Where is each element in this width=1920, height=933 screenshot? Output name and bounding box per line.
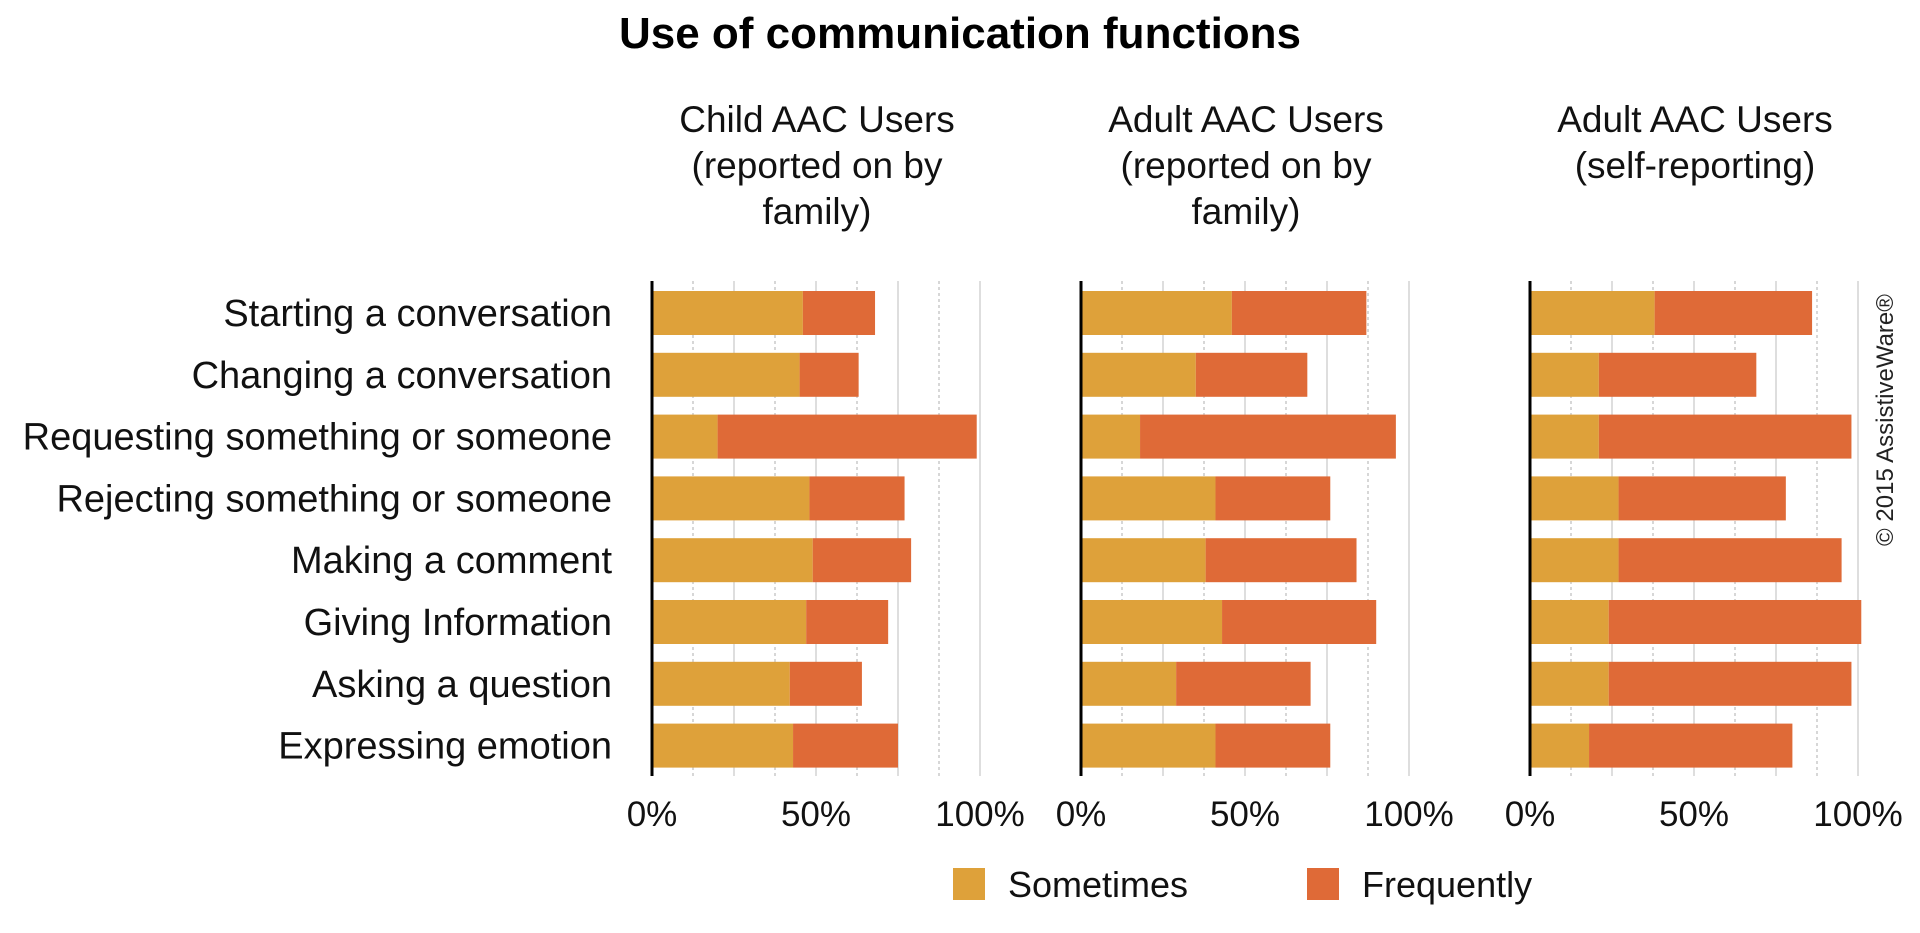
chart-panels: Child AAC Users (reported on by family) 0% 5… bbox=[627, 99, 1903, 834]
bar-sometimes bbox=[652, 600, 807, 644]
bar-frequently bbox=[1654, 291, 1813, 335]
bar-sometimes bbox=[1081, 723, 1216, 768]
legend-swatch-frequently bbox=[1307, 868, 1339, 900]
panel-3: Adult AAC Users (self-reporting) 0% 50% 100% bbox=[1505, 99, 1903, 834]
x-tick-label: 100% bbox=[1813, 795, 1903, 834]
bar-frequently bbox=[809, 476, 905, 521]
bar-frequently bbox=[1176, 661, 1311, 706]
panel-title-line: Adult AAC Users bbox=[1557, 99, 1833, 140]
category-label: Making a comment bbox=[291, 540, 612, 582]
bar-frequently bbox=[1222, 600, 1377, 644]
category-label: Asking a question bbox=[312, 664, 612, 706]
bar-frequently bbox=[1195, 352, 1308, 397]
x-tick-label: 50% bbox=[1659, 795, 1729, 834]
x-tick-label: 100% bbox=[935, 795, 1025, 834]
bar-sometimes bbox=[1081, 661, 1177, 706]
bar-frequently bbox=[1598, 352, 1757, 397]
bar-sometimes bbox=[652, 723, 794, 768]
bar-sometimes bbox=[1530, 600, 1609, 644]
legend-label: Frequently bbox=[1362, 864, 1532, 905]
bar-frequently bbox=[1215, 723, 1331, 768]
bar-sometimes bbox=[1081, 600, 1223, 644]
bar-sometimes bbox=[652, 476, 810, 521]
bar-sometimes bbox=[1081, 538, 1206, 583]
bar-frequently bbox=[1618, 476, 1786, 521]
bar-sometimes bbox=[1081, 476, 1216, 521]
category-label: Rejecting something or someone bbox=[56, 478, 612, 520]
bar-sometimes bbox=[1530, 291, 1655, 335]
panel-title-line: (reported on by bbox=[692, 145, 943, 186]
bar-sometimes bbox=[1081, 352, 1196, 397]
legend-swatch-sometimes bbox=[953, 868, 985, 900]
category-label: Starting a conversation bbox=[223, 293, 612, 335]
legend: Sometimes Frequently bbox=[953, 864, 1532, 905]
x-tick-label: 0% bbox=[627, 795, 678, 834]
bar-sometimes bbox=[1530, 414, 1599, 459]
x-tick-label: 50% bbox=[1210, 795, 1280, 834]
bar-sometimes bbox=[1530, 661, 1609, 706]
bar-sometimes bbox=[1081, 414, 1141, 459]
bar-frequently bbox=[812, 538, 912, 583]
x-tick-label: 0% bbox=[1056, 795, 1107, 834]
bar-frequently bbox=[1140, 414, 1396, 459]
category-label: Changing a conversation bbox=[192, 355, 612, 397]
category-label: Requesting something or someone bbox=[23, 417, 612, 459]
bar-frequently bbox=[789, 661, 862, 706]
chart-title: Use of communication functions bbox=[619, 9, 1301, 58]
x-tick-label: 0% bbox=[1505, 795, 1556, 834]
panel-title-line: (self-reporting) bbox=[1575, 145, 1816, 186]
bar-sometimes bbox=[1530, 538, 1619, 583]
bar-frequently bbox=[717, 414, 977, 459]
panel-title-line: Child AAC Users bbox=[679, 99, 955, 140]
bar-frequently bbox=[1608, 600, 1862, 644]
bar-frequently bbox=[1205, 538, 1357, 583]
bar-sometimes bbox=[652, 414, 718, 459]
bar-sometimes bbox=[652, 661, 790, 706]
bar-frequently bbox=[799, 352, 859, 397]
category-label: Expressing emotion bbox=[278, 726, 612, 768]
bar-sometimes bbox=[1530, 352, 1599, 397]
panel-title-line: family) bbox=[763, 191, 872, 232]
category-label: Giving Information bbox=[304, 602, 612, 644]
panel-title-line: family) bbox=[1192, 191, 1301, 232]
legend-label: Sometimes bbox=[1008, 864, 1188, 905]
bar-frequently bbox=[1618, 538, 1842, 583]
bar-frequently bbox=[1231, 291, 1367, 335]
bar-sometimes bbox=[652, 291, 803, 335]
bar-sometimes bbox=[652, 538, 813, 583]
x-tick-label: 100% bbox=[1364, 795, 1454, 834]
panel-title-line: (reported on by bbox=[1121, 145, 1372, 186]
bar-sometimes bbox=[1530, 476, 1619, 521]
x-tick-label: 50% bbox=[781, 795, 851, 834]
panel-1: Child AAC Users (reported on by family) 0% 5… bbox=[627, 99, 1025, 834]
bar-frequently bbox=[793, 723, 898, 768]
bar-frequently bbox=[1598, 414, 1852, 459]
bar-frequently bbox=[1215, 476, 1331, 521]
bar-frequently bbox=[802, 291, 876, 335]
bar-sometimes bbox=[1081, 291, 1232, 335]
copyright-notice: © 2015 AssistiveWare® bbox=[1872, 294, 1899, 546]
bar-frequently bbox=[1608, 661, 1852, 706]
panel-2: Adult AAC Users (reported on by family) 0% 5… bbox=[1056, 99, 1454, 834]
category-labels: Starting a conversation Changing a conver… bbox=[23, 293, 613, 768]
bar-sometimes bbox=[652, 352, 800, 397]
panel-title-line: Adult AAC Users bbox=[1108, 99, 1384, 140]
bar-frequently bbox=[806, 600, 889, 644]
bar-frequently bbox=[1589, 723, 1793, 768]
bar-sometimes bbox=[1530, 723, 1590, 768]
